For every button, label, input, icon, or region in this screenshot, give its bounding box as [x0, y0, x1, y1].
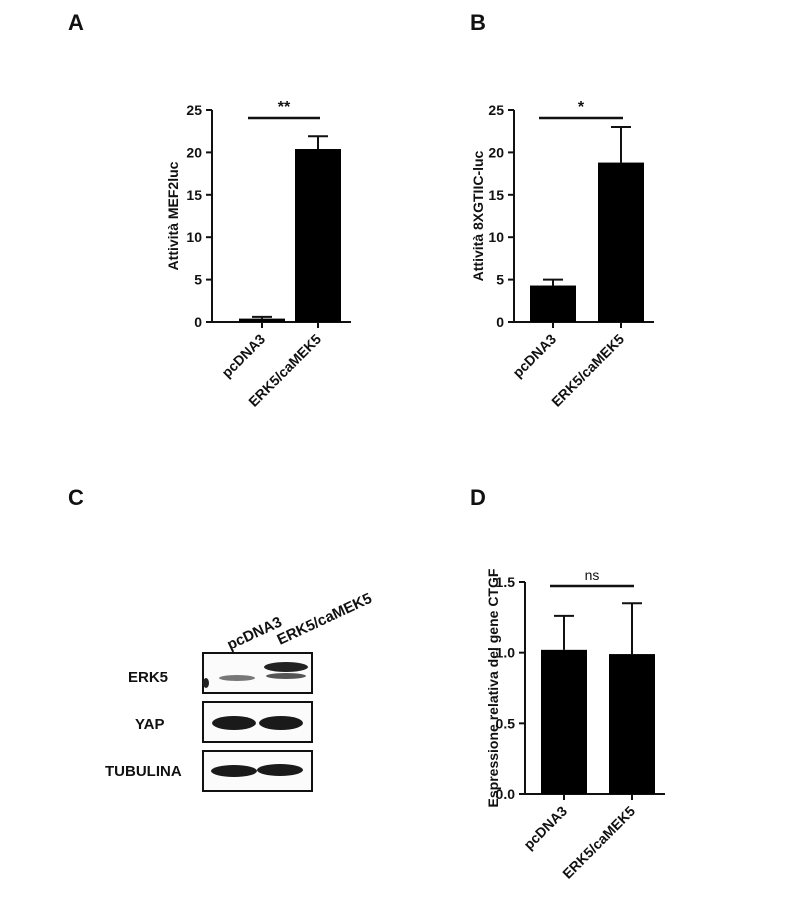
blot-band-yap-erk5-camek5: [259, 716, 303, 730]
y-tick-label: 5: [496, 272, 504, 288]
chart-8xgtiic-luc: 0 5 10 15 20 25 Attività 8XGTIIC-luc pcDNA3ERK5…: [470, 99, 654, 410]
y-tick-label: 15: [186, 187, 202, 203]
panel-letter-b: B: [470, 10, 486, 35]
blot-band-yap-pcdna3: [212, 716, 256, 730]
bar: [598, 162, 644, 322]
significance-label: *: [578, 99, 585, 116]
x-tick-label: ERK5/caMEK5: [559, 803, 638, 882]
x-tick-label: pcDNA3: [509, 331, 559, 381]
blot-band-erk5-erk5-camek5-upper: [264, 662, 308, 672]
y-tick-label: 0: [194, 314, 202, 330]
y-tick-label: 1.0: [496, 645, 516, 661]
y-tick-label: 25: [488, 102, 504, 118]
y-tick-label: 5: [194, 272, 202, 288]
blot-band-erk5-pcdna3: [219, 675, 255, 681]
blot-band-erk5-erk5-camek5-lower: [266, 673, 306, 679]
blot-lane-label-erk5-camek5: ERK5/caMEK5: [275, 590, 375, 649]
y-tick-label: 25: [186, 102, 202, 118]
bar: [295, 149, 341, 322]
y-axis-label: Espressione relativa del gene CTGF: [485, 568, 501, 807]
y-tick-label: 20: [488, 144, 504, 160]
y-tick-label: 0.0: [496, 786, 516, 802]
bar: [239, 318, 285, 322]
y-tick-label: 0.5: [496, 715, 516, 731]
x-tick-label: pcDNA3: [520, 803, 570, 853]
y-tick-label: 0: [496, 314, 504, 330]
bar: [541, 649, 587, 794]
y-axis-label: Attività MEF2luc: [165, 161, 181, 270]
x-tick-label: ERK5/caMEK5: [548, 331, 627, 410]
panel-letter-d: D: [470, 485, 486, 510]
y-tick-label: 20: [186, 144, 202, 160]
y-tick-label: 10: [186, 229, 202, 245]
blot-strip-erk5: [202, 652, 313, 694]
blot-row-label-erk5: ERK5: [128, 669, 168, 686]
x-tick-label: pcDNA3: [218, 331, 268, 381]
panel-letter-c: C: [68, 485, 84, 510]
blot-band-tubulina-erk5-camek5: [257, 764, 303, 776]
y-tick-label: 15: [488, 187, 504, 203]
blot-row-label-tubulina: TUBULINA: [105, 763, 182, 780]
significance-label: **: [278, 99, 291, 116]
y-tick-label: 10: [488, 229, 504, 245]
significance-label: ns: [585, 567, 600, 583]
blot-band-tubulina-pcdna3: [211, 765, 257, 777]
bar: [530, 285, 576, 322]
western-blot: pcDNA3 ERK5/caMEK5 ERK5 YAP TUBULINA: [105, 590, 375, 792]
bar: [609, 654, 655, 794]
blot-row-label-yap: YAP: [135, 716, 164, 733]
y-tick-label: 1.5: [496, 574, 516, 590]
blot-artifact-erk5: [203, 678, 209, 688]
y-axis-label: Attività 8XGTIIC-luc: [470, 150, 486, 281]
panel-letter-a: A: [68, 10, 84, 35]
